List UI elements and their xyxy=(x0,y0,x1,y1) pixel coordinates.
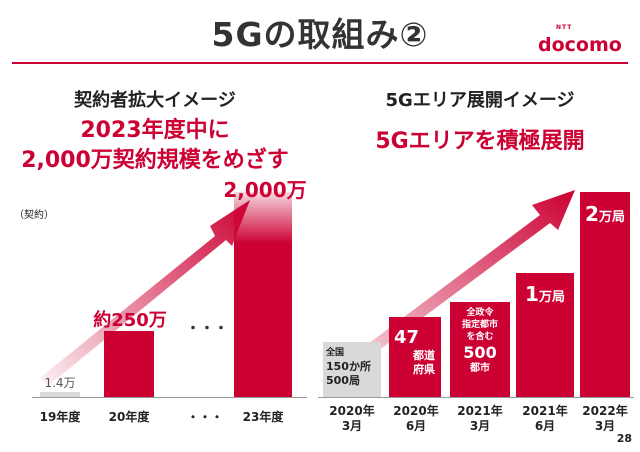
xlabel-2021-06: 2021年 6月 xyxy=(513,404,577,434)
bar-20 xyxy=(104,331,154,397)
left-headline-1: 2023年度中に xyxy=(80,118,230,143)
right-section-title: 5Gエリア展開イメージ xyxy=(385,90,575,111)
xlabel-2022-03-month: 3月 xyxy=(594,419,616,433)
area-bar-1-line3: 500局 xyxy=(326,374,360,387)
bar-label-19: 1.4万 xyxy=(44,376,76,390)
area-bar-3-line3: を含む xyxy=(466,332,494,342)
area-bar-3-line4: 都市 xyxy=(470,363,490,374)
left-headline-2: 2,000万契約規模をめざす xyxy=(21,148,289,173)
area-bar-2: 47 都道 府県 xyxy=(389,317,441,397)
left-axis xyxy=(32,397,307,398)
area-bar-3-num: 500 xyxy=(463,343,497,362)
area-bar-2-line1: 都道 xyxy=(413,349,435,362)
xlabel-2020-03-year: 2020年 xyxy=(329,404,375,418)
area-bar-3: 全政令 指定都市 を含む 500 都市 xyxy=(450,302,510,397)
xlabel-23: 23年度 xyxy=(242,410,284,424)
brand-ntt: NTT xyxy=(556,24,573,31)
area-bar-4: 1万局 xyxy=(516,273,574,397)
left-section-title: 契約者拡大イメージ xyxy=(74,90,236,111)
xlabel-ellipsis: ・・・ xyxy=(186,410,223,424)
xlabel-19: 19年度 xyxy=(39,410,81,424)
area-bar-1-line2: 150か所 xyxy=(326,360,371,373)
area-bar-5-unit: 万局 xyxy=(598,210,625,225)
unit-label: （契約） xyxy=(14,210,54,221)
bar-23 xyxy=(234,192,292,397)
bar-label-23: 2,000万 xyxy=(223,178,307,202)
xlabel-2021-06-month: 6月 xyxy=(534,419,556,433)
area-bar-4-num: 1 xyxy=(525,282,539,306)
xlabel-2021-03-year: 2021年 xyxy=(457,404,503,418)
ellipsis-mark: ・・・ xyxy=(186,321,228,337)
xlabel-2020-06-month: 6月 xyxy=(405,419,427,433)
xlabel-2021-03-month: 3月 xyxy=(469,419,491,433)
left-arrow-icon xyxy=(40,200,250,386)
area-bar-1: 全国 150か所 500局 xyxy=(323,342,381,397)
xlabel-2021-06-year: 2021年 xyxy=(522,404,568,418)
xlabel-2021-03: 2021年 3月 xyxy=(448,404,512,434)
xlabel-2020-03: 2020年 3月 xyxy=(320,404,384,434)
brand-logo: docomo xyxy=(538,34,622,56)
xlabel-2020-06: 2020年 6月 xyxy=(384,404,448,434)
area-bar-5-num: 2 xyxy=(585,202,599,226)
page-number: 28 xyxy=(616,432,632,445)
area-bar-3-line2: 指定都市 xyxy=(461,320,498,330)
area-bar-2-num: 47 xyxy=(394,327,420,348)
page-title: 5Gの取組み② xyxy=(211,15,429,54)
xlabel-20: 20年度 xyxy=(108,410,150,424)
area-bar-1-line1: 全国 xyxy=(326,348,345,358)
bar-label-20: 約250万 xyxy=(93,310,167,331)
xlabel-2020-03-month: 3月 xyxy=(341,419,363,433)
area-bar-4-unit: 万局 xyxy=(538,290,565,305)
area-bar-5: 2万局 xyxy=(580,192,630,397)
area-bar-3-line1: 全政令 xyxy=(466,308,494,318)
area-bar-2-line2: 府県 xyxy=(413,363,435,376)
title-divider xyxy=(12,62,628,64)
xlabel-2020-06-year: 2020年 xyxy=(393,404,439,418)
xlabel-2022-03-year: 2022年 xyxy=(582,404,628,418)
right-arrow-icon xyxy=(320,190,575,388)
bar-19 xyxy=(40,392,80,397)
xlabel-2022-03: 2022年 3月 xyxy=(573,404,637,434)
right-axis xyxy=(318,397,634,398)
right-headline: 5Gエリアを積極展開 xyxy=(375,129,585,154)
